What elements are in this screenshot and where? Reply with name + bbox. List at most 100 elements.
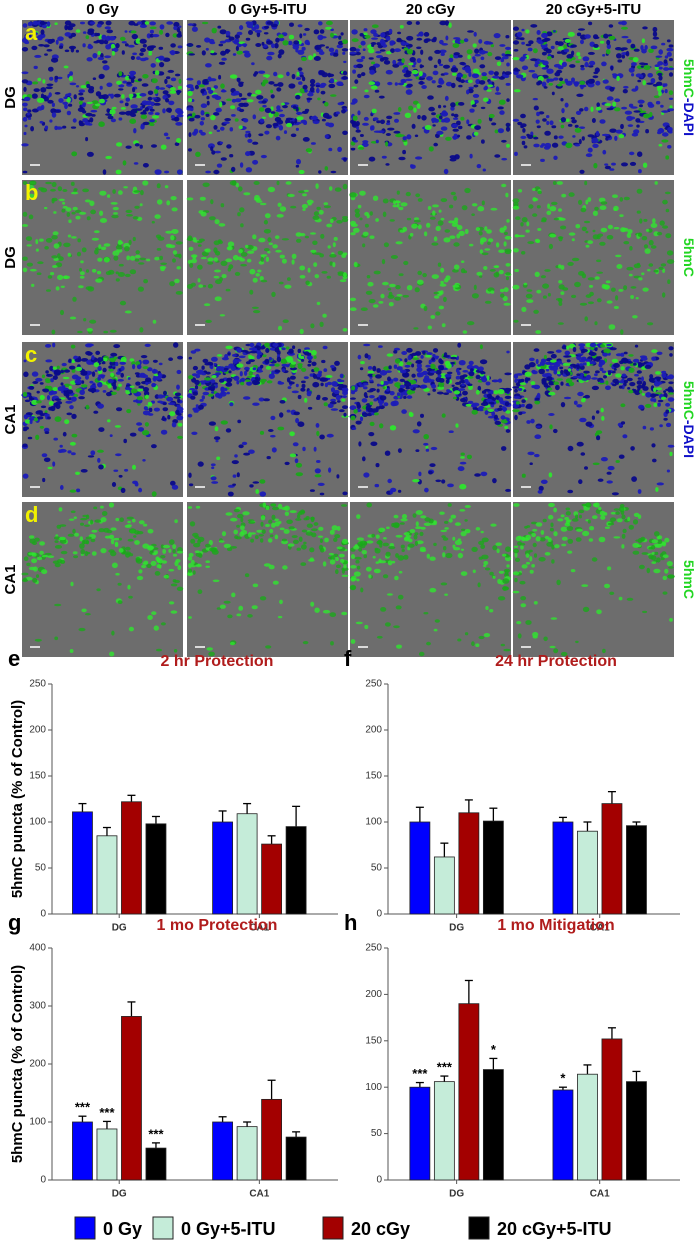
nucleus [535,358,539,365]
nucleus [172,544,177,550]
nucleus [650,245,657,249]
nucleus [70,510,76,514]
nucleus [264,130,270,135]
nucleus [478,635,485,640]
nucleus [423,612,429,615]
nucleus [312,240,318,246]
nucleus [376,388,380,393]
nucleus [215,107,222,113]
nucleus [78,627,86,632]
nucleus [365,566,372,572]
nucleus [174,73,181,77]
nucleus [571,238,575,242]
nucleus [305,280,310,286]
nucleus [318,170,322,174]
nucleus [302,137,310,142]
nucleus [23,556,29,561]
nucleus [124,310,132,314]
nucleus [388,302,394,307]
nucleus [323,202,329,206]
nucleus [486,375,490,381]
nucleus [304,347,310,351]
nucleus [238,102,246,107]
nucleus [216,354,223,357]
nucleus [560,526,568,532]
nucleus [579,169,585,174]
nucleus [630,43,636,49]
nucleus [605,385,611,391]
nucleus [26,562,31,567]
nucleus [640,356,648,361]
nucleus [244,366,250,371]
nucleus [71,368,76,373]
nucleus [512,57,520,61]
nucleus [121,50,125,55]
nucleus [62,101,68,105]
nucleus [583,220,591,224]
nucleus [302,193,307,197]
nucleus [240,525,245,531]
nucleus [533,105,539,111]
nucleus [452,396,457,400]
nucleus [608,24,614,28]
nucleus [599,510,606,516]
nucleus [608,35,616,40]
nucleus [207,143,215,149]
nucleus [178,253,182,259]
nucleus [418,651,425,657]
nucleus [375,374,382,379]
nucleus [485,606,489,610]
nucleus [213,275,220,279]
nucleus [592,462,600,466]
nucleus [81,247,87,253]
nucleus [274,235,280,240]
nucleus [81,380,85,384]
nucleus [309,78,316,85]
nucleus [498,76,505,80]
nucleus [627,124,634,127]
nucleus [275,135,281,141]
nucleus [586,361,590,367]
micrograph [186,180,349,335]
nucleus [234,454,238,458]
nucleus [666,561,673,567]
nucleus [442,552,446,558]
nucleus [391,560,396,564]
nucleus [54,603,62,607]
nucleus [310,83,315,88]
nucleus [413,327,419,330]
nucleus [31,371,39,377]
nucleus [662,554,669,559]
nucleus [587,301,595,305]
nucleus [462,374,468,378]
nucleus [251,20,257,26]
nucleus [312,120,320,125]
nucleus [657,61,664,66]
nucleus [115,271,119,275]
nucleus [629,151,635,156]
nucleus [262,502,267,508]
nucleus [123,438,127,444]
nucleus [631,73,635,77]
nucleus [337,102,344,106]
nucleus [295,112,303,115]
nucleus [583,370,590,374]
nucleus [461,205,468,211]
nucleus [588,21,593,26]
nucleus [286,71,290,77]
nucleus [650,45,658,50]
nucleus [214,219,220,225]
nucleus [191,26,198,32]
nucleus [515,382,521,387]
nucleus [599,40,605,44]
nucleus [336,474,340,479]
nucleus [651,545,656,550]
nucleus [393,347,401,351]
nucleus [211,375,217,379]
nucleus [223,121,230,124]
nucleus [329,261,333,266]
nucleus [668,108,674,112]
nucleus [443,277,449,283]
nucleus [107,419,111,423]
nucleus [219,29,227,35]
